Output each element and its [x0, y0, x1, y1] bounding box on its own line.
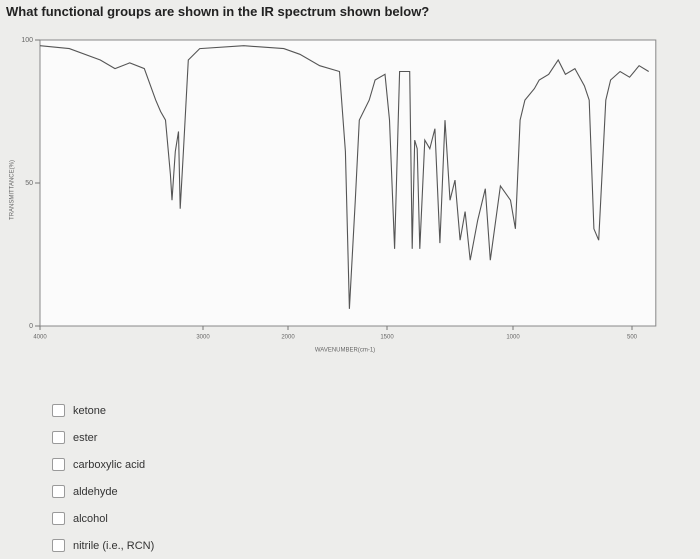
- y-tick-label: 100: [21, 37, 33, 44]
- x-tick-label: 3000: [196, 335, 210, 341]
- y-tick-label: 0: [29, 323, 33, 330]
- checkbox[interactable]: [52, 431, 65, 444]
- option-label: alcohol: [73, 512, 108, 525]
- x-tick-label: 2000: [281, 335, 295, 341]
- option[interactable]: alcohol: [52, 512, 108, 525]
- spectrum-line: [39, 45, 649, 309]
- y-tick-label: 50: [25, 180, 33, 187]
- x-tick-label: 500: [627, 335, 638, 341]
- x-tick-label: 1500: [380, 335, 394, 341]
- y-axis-label: TRANSMITTANCE(%): [10, 160, 16, 220]
- checkbox[interactable]: [52, 404, 65, 417]
- option[interactable]: nitrile (i.e., RCN): [52, 539, 154, 552]
- checkbox[interactable]: [52, 539, 65, 552]
- x-axis-label: WAVENUMBER(cm-1): [315, 348, 375, 354]
- checkbox[interactable]: [52, 485, 65, 498]
- option-label: nitrile (i.e., RCN): [73, 539, 155, 552]
- chart: 0 50 100 4000 3000 2000 1500 1000 500 WAVENUMBER(…: [10, 37, 657, 354]
- checkbox[interactable]: [52, 458, 65, 471]
- x-tick-label: 4000: [33, 335, 47, 341]
- option-label: ketone: [73, 404, 107, 417]
- option[interactable]: carboxylic acid: [52, 458, 145, 471]
- option-label: carboxylic acid: [73, 458, 146, 471]
- option-label: aldehyde: [73, 485, 118, 498]
- option[interactable]: ester: [52, 431, 97, 444]
- question: What functional groups are shown in the …: [6, 4, 430, 19]
- checkbox[interactable]: [52, 512, 65, 525]
- option[interactable]: aldehyde: [52, 485, 118, 498]
- x-tick-label: 1000: [506, 335, 520, 341]
- option[interactable]: ketone: [52, 404, 106, 417]
- plot-frame: [39, 39, 657, 327]
- option-label: ester: [73, 431, 98, 444]
